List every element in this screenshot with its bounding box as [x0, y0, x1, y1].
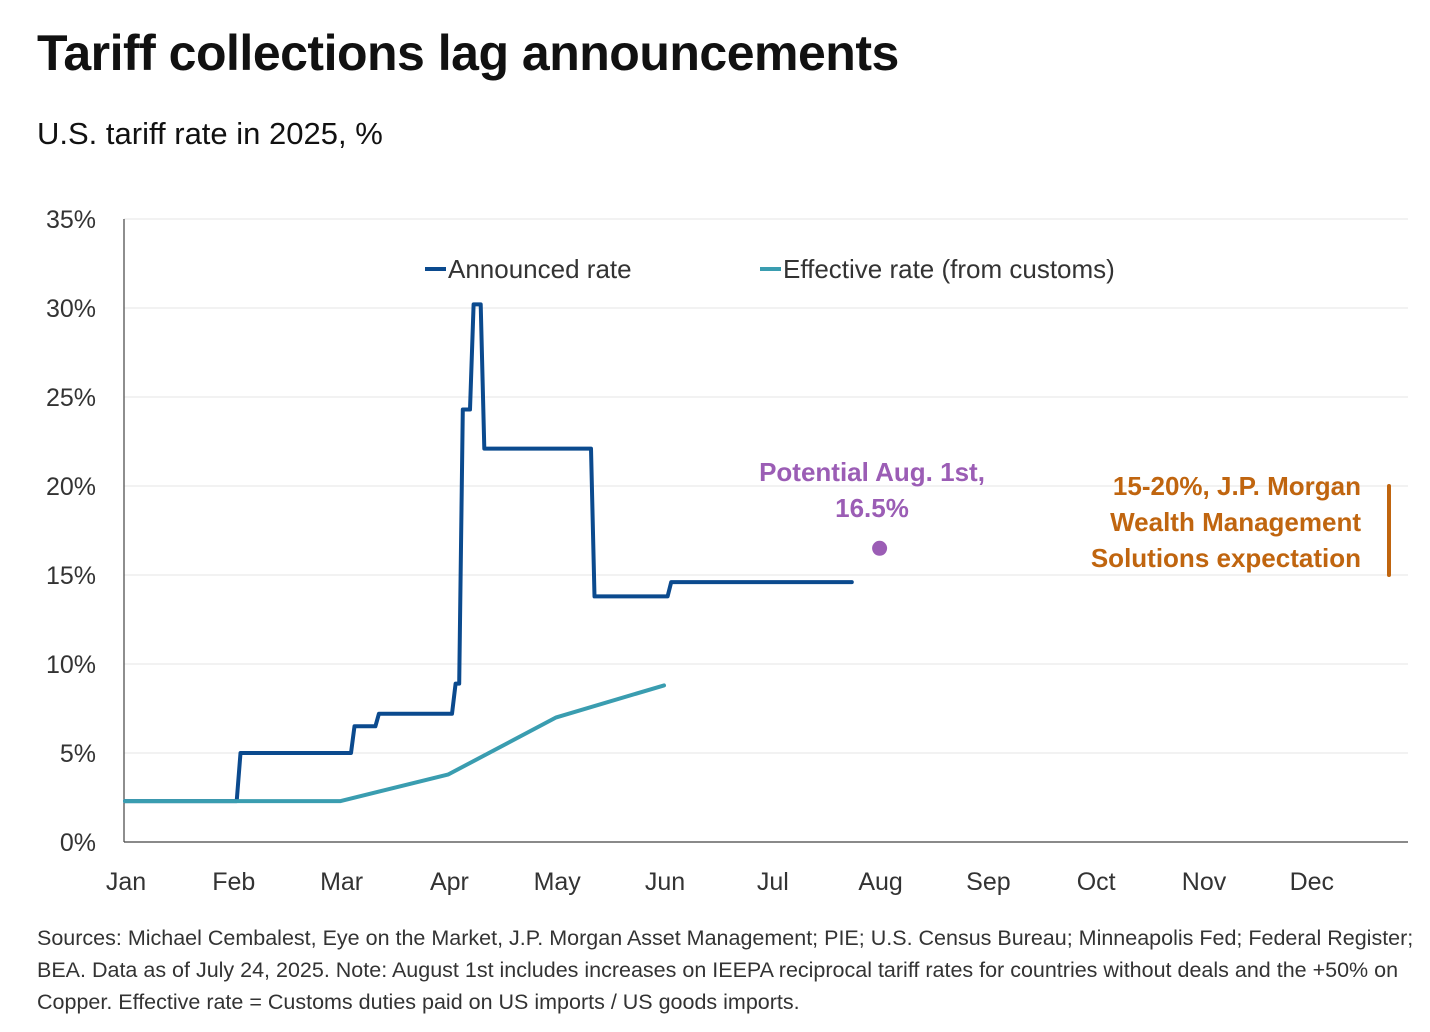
- legend-label-effective: Effective rate (from customs): [783, 254, 1115, 284]
- footnote: Sources: Michael Cembalest, Eye on the M…: [37, 926, 1414, 1014]
- x-tick-label: Jan: [106, 868, 146, 896]
- series-line-announced: [123, 302, 854, 804]
- x-tick-label: Mar: [320, 868, 363, 896]
- annotation-potential-aug-line2: 16.5%: [835, 493, 909, 523]
- chart-title: Tariff collections lag announcements: [37, 25, 899, 81]
- x-tick-label: Dec: [1290, 868, 1334, 896]
- series-lines: [123, 302, 854, 804]
- y-tick-label: 5%: [60, 740, 96, 768]
- annotation-potential-aug-line1: Potential Aug. 1st,: [759, 457, 985, 487]
- y-tick-label: 30%: [46, 295, 96, 323]
- chart-subtitle: U.S. tariff rate in 2025, %: [37, 116, 383, 151]
- legend-label-announced: Announced rate: [448, 254, 632, 284]
- x-tick-label: Nov: [1182, 868, 1227, 896]
- x-tick-label: Apr: [430, 868, 469, 896]
- y-tick-label: 0%: [60, 829, 96, 857]
- y-tick-label: 20%: [46, 473, 96, 501]
- y-tick-label: 35%: [46, 206, 96, 234]
- x-tick-label: Sep: [966, 868, 1010, 896]
- annotation-jpm-expectation-line1: 15-20%, J.P. Morgan: [1113, 471, 1361, 501]
- annotation-jpm-expectation-line2: Wealth Management: [1110, 507, 1361, 537]
- x-tick-label: May: [534, 868, 582, 896]
- legend: Announced rate Effective rate (from cust…: [425, 254, 1115, 284]
- x-tick-label: Feb: [212, 868, 255, 896]
- annotations: Potential Aug. 1st, 16.5% 15-20%, J.P. M…: [759, 457, 1391, 577]
- y-axis: 0% 5% 10% 15% 20% 25% 30% 35%: [46, 206, 96, 857]
- annotation-jpm-expectation-line3: Solutions expectation: [1091, 543, 1361, 573]
- y-tick-label: 10%: [46, 651, 96, 679]
- x-tick-label: Jun: [645, 868, 685, 896]
- x-tick-label: Jul: [757, 868, 789, 896]
- y-tick-label: 25%: [46, 384, 96, 412]
- x-tick-label: Oct: [1077, 868, 1116, 896]
- series-line-effective: [123, 683, 666, 804]
- x-axis: Jan Feb Mar Apr May Jun Jul Aug Sep Oct Nov Dec: [106, 868, 1334, 896]
- y-tick-label: 15%: [46, 562, 96, 590]
- x-tick-label: Aug: [858, 868, 902, 896]
- potential-aug-dot: [872, 540, 888, 556]
